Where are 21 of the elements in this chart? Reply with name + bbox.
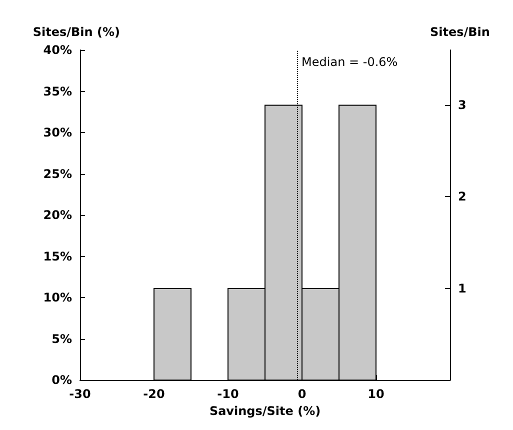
x-axis-title: Savings/Site (%) [209, 404, 321, 418]
y2-tick-label: 1 [458, 281, 466, 296]
x-tick-label: 10 [368, 387, 384, 402]
y-tick-label: 5% [52, 332, 72, 346]
x-tick-label: -10 [217, 387, 239, 402]
y-tick-label: 30% [43, 126, 72, 140]
y-axis-title: Sites/Bin (%) [32, 25, 120, 39]
ref-line-label: Median = -0.6% [302, 55, 398, 69]
y2-tick-label: 3 [458, 98, 466, 112]
y-tick-label: 35% [43, 84, 72, 98]
y-tick-label: 25% [43, 166, 72, 181]
y-tick-label: 10% [43, 290, 72, 305]
x-tick-label: 0 [298, 387, 306, 402]
x-tick-label: -30 [69, 387, 91, 402]
x-tick-label: -20 [143, 387, 165, 402]
y-tick-label: 40% [43, 43, 72, 57]
y2-tick-label: 2 [458, 190, 466, 204]
y-tick-label: 0% [52, 373, 72, 388]
y-tick-label: 20% [43, 208, 72, 222]
y-tick-label: 15% [43, 249, 72, 264]
y2-axis-title: Sites/Bin [430, 25, 490, 39]
